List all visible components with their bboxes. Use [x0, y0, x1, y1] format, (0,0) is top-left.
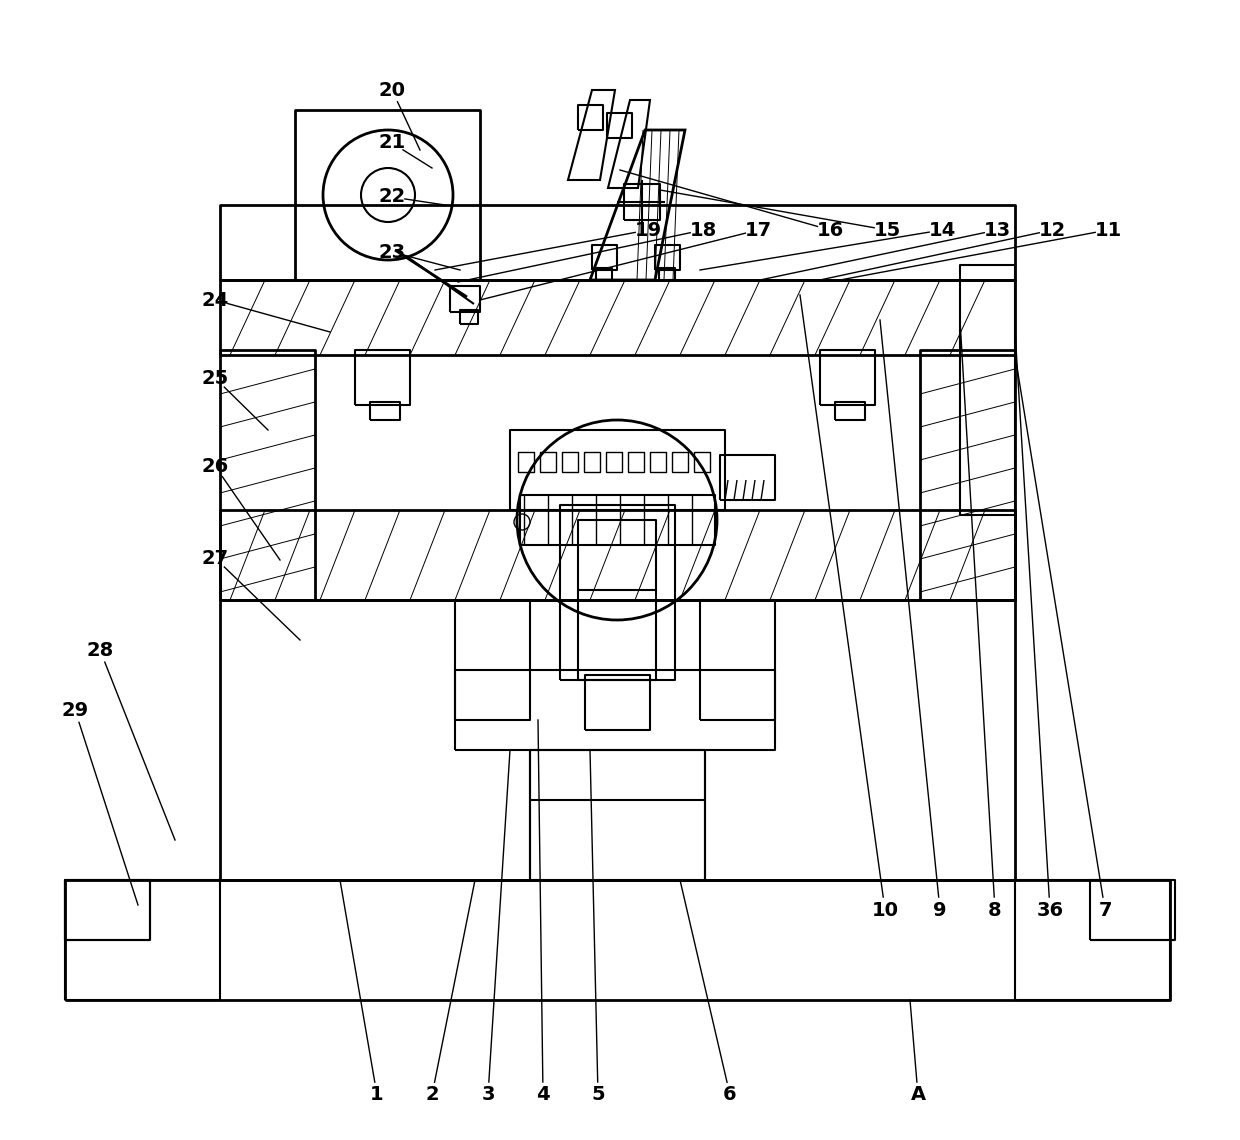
Text: 5: 5 — [591, 1085, 605, 1105]
Text: 23: 23 — [378, 243, 405, 261]
Text: 7: 7 — [1099, 901, 1112, 920]
Text: 10: 10 — [872, 901, 899, 920]
Text: 26: 26 — [201, 456, 228, 475]
Text: 27: 27 — [201, 548, 228, 568]
Text: A: A — [910, 1085, 925, 1105]
Text: 13: 13 — [983, 220, 1011, 239]
Text: 6: 6 — [723, 1085, 737, 1105]
Text: 11: 11 — [1095, 220, 1122, 239]
Text: 20: 20 — [378, 81, 405, 99]
Text: 9: 9 — [934, 901, 947, 920]
Text: 16: 16 — [816, 220, 843, 239]
Text: 17: 17 — [744, 220, 771, 239]
Text: 1: 1 — [371, 1085, 384, 1105]
Text: 2: 2 — [425, 1085, 439, 1105]
Text: 18: 18 — [689, 220, 717, 239]
Text: 19: 19 — [635, 220, 662, 239]
Text: 22: 22 — [378, 187, 405, 206]
Text: 14: 14 — [929, 220, 956, 239]
Text: 28: 28 — [87, 641, 114, 660]
Text: 12: 12 — [1038, 220, 1065, 239]
Text: 3: 3 — [481, 1085, 495, 1105]
Text: 21: 21 — [378, 133, 405, 153]
Text: 24: 24 — [201, 291, 228, 309]
Text: 4: 4 — [536, 1085, 549, 1105]
Text: 15: 15 — [873, 220, 900, 239]
Text: 29: 29 — [62, 700, 88, 719]
Text: 25: 25 — [201, 368, 228, 388]
Text: 8: 8 — [988, 901, 1002, 920]
Text: 36: 36 — [1037, 901, 1064, 920]
